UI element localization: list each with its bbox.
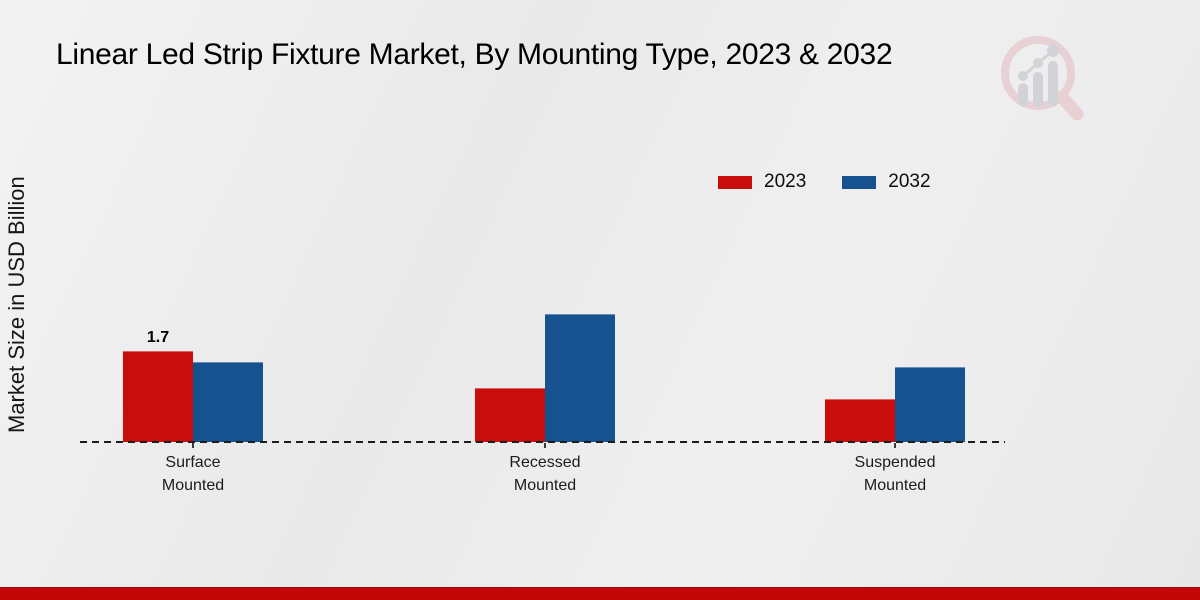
x-axis-tick-surface-mounted [192,443,194,448]
category-label-surface-mounted: Surface Mounted [161,454,225,495]
bar-2023-suspended-mounted [825,399,895,442]
logo-magnifier-handle [1055,90,1084,120]
legend: 2023 2032 [718,171,931,193]
bar-2032-recessed-mounted [545,314,615,442]
logo-bar [1033,72,1043,107]
x-axis-baseline [80,441,1005,443]
logo-bar [1018,83,1028,107]
footer-accent-bar [0,587,1200,600]
legend-item-2032: 2032 [842,171,931,193]
logo-bar [1048,61,1058,107]
logo-trend-dot [1018,71,1028,81]
category-label-suspended-mounted: Suspended Mounted [854,454,936,495]
bar-2023-recessed-mounted [475,388,545,442]
chart-title: Linear Led Strip Fixture Market, By Moun… [56,38,893,71]
legend-label-2023: 2023 [764,171,807,192]
bar-value-label: 1.7 [146,329,170,346]
legend-swatch-2032 [842,175,877,189]
bar-2023-surface-mounted [123,351,193,442]
legend-label-2032: 2032 [888,171,931,192]
bar-2032-suspended-mounted [895,367,965,442]
logo-trend-dot [1033,58,1043,68]
legend-swatch-2023 [718,175,752,189]
logo-trend-dot [1047,45,1059,57]
magnifier-bar-chart-logo [1001,36,1084,120]
x-axis-tick-suspended-mounted [894,443,896,448]
bar-2032-surface-mounted [193,362,263,442]
category-label-recessed-mounted: Recessed Mounted [509,454,581,495]
legend-item-2023: 2023 [718,171,806,193]
x-axis-tick-recessed-mounted [544,443,546,448]
